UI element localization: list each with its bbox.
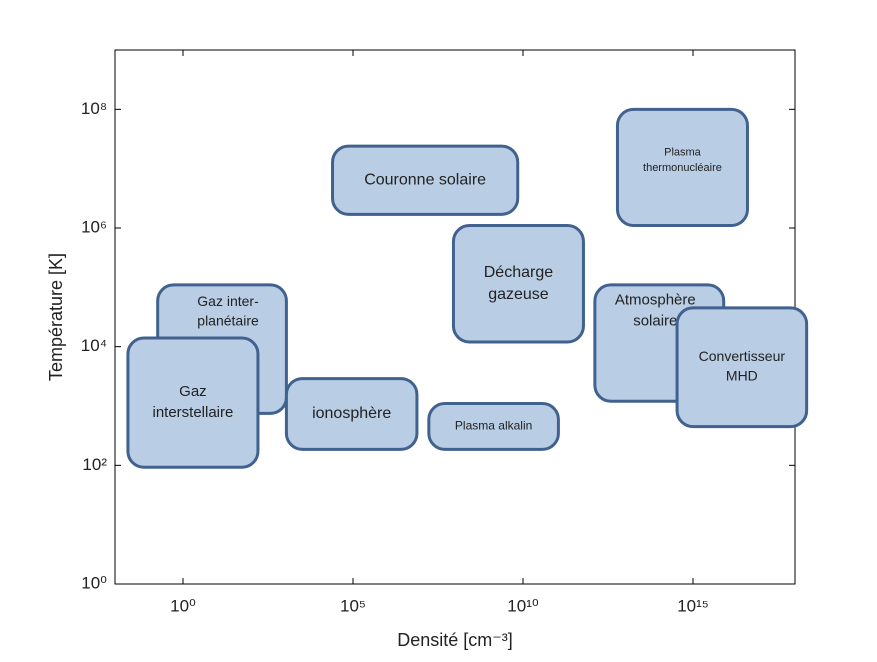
region: ionosphère <box>284 377 419 451</box>
y-tick-label: 10² <box>82 455 107 474</box>
region: Convertisseur MHD <box>675 306 809 429</box>
region-label: interstellaire <box>152 404 233 421</box>
region-label: Couronne solaire <box>364 171 486 188</box>
region: Plasma alkalin <box>427 402 560 451</box>
y-tick-label: 10⁴ <box>81 336 107 355</box>
region-label: Gaz inter- <box>197 293 259 309</box>
y-axis-title: Température [K] <box>46 253 66 381</box>
region-box <box>126 336 260 469</box>
y-tick-label: 10⁶ <box>81 217 107 236</box>
region: Décharge gazeuse <box>451 224 585 344</box>
region-label: MHD <box>726 368 758 384</box>
region-box <box>427 402 560 451</box>
y-tick-label: 10⁸ <box>81 99 107 118</box>
region-label: Plasma alkalin <box>455 419 532 433</box>
region-label: planétaire <box>197 313 259 329</box>
region-label: Plasma <box>664 147 702 159</box>
region-box <box>284 377 419 451</box>
region-label: Atmosphère <box>615 292 696 309</box>
x-tick-label: 10⁵ <box>340 596 366 615</box>
region-label: Convertisseur <box>699 348 786 364</box>
region-label: ionosphère <box>312 405 391 422</box>
region-box <box>675 306 809 429</box>
x-tick-label: 10⁰ <box>170 596 196 615</box>
region: Couronne solaire <box>331 144 520 216</box>
region-box <box>331 144 520 216</box>
region-box <box>451 224 585 344</box>
region: Plasma thermonucléaire <box>615 107 749 228</box>
region: Gaz interstellaire <box>126 336 260 469</box>
y-tick-label: 10⁰ <box>81 573 107 592</box>
region-box <box>615 107 749 228</box>
x-axis-title: Densité [cm⁻³] <box>397 630 513 650</box>
region-label: gazeuse <box>488 286 549 303</box>
region-label: thermonucléaire <box>643 162 722 174</box>
x-tick-label: 10¹⁰ <box>507 596 539 615</box>
x-tick-label: 10¹⁵ <box>677 596 709 615</box>
region-label: Décharge <box>484 264 553 281</box>
region-label: solaire <box>633 313 677 330</box>
region-label: Gaz <box>179 383 207 400</box>
